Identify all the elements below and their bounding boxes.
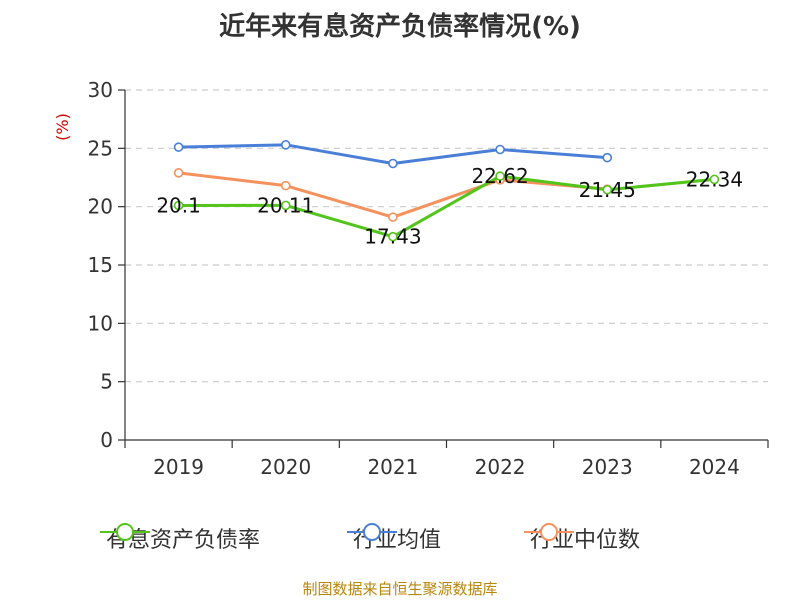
data-point [602,152,613,163]
legend-marker-blue [347,523,397,541]
legend-item-interest-debt-ratio[interactable]: 有息资产负债率 [100,520,260,556]
data-point [495,144,505,155]
data-label: 17.43 [364,225,421,249]
legend-marker-orange [524,523,574,541]
data-source-note: 制图数据来自恒生聚源数据库 [302,580,498,598]
y-tick-label: 5 [100,370,113,394]
data-point [173,168,184,178]
y-tick-label: 0 [100,428,113,452]
data-label: 22.62 [471,164,528,188]
x-tick-label: 2021 [367,455,418,479]
y-tick-label: 30 [88,78,113,102]
y-tick-label: 10 [88,311,113,335]
legend: 有息资产负债率 行业均值 行业中位数 [0,520,800,556]
x-tick-label: 2020 [260,455,311,479]
legend-marker-green [100,523,150,541]
legend-item-industry-mean[interactable]: 行业均值 [347,520,441,556]
data-point [388,212,398,222]
grid-lines [125,89,768,383]
data-point [280,200,291,211]
data-point [709,174,720,185]
series-lines [173,140,720,242]
y-tick-label: 25 [88,136,113,160]
series-line [178,171,608,219]
data-point [173,142,184,152]
axes [118,89,769,448]
data-point [602,184,613,195]
data-point [280,180,291,191]
x-tick-label: 2023 [582,455,633,479]
y-tick-label: 15 [88,253,113,277]
data-labels: 20.1 20.11 17.43 22.62 21.45 22.34 [156,164,743,249]
data-point [388,158,398,169]
data-point [173,200,184,211]
x-tick-label: 2019 [153,455,204,479]
series-line [178,174,715,239]
x-tick-labels: 2019 2020 2021 2022 2023 2024 [153,455,740,479]
data-label: 20.1 [156,194,201,218]
legend-item-industry-median[interactable]: 行业中位数 [524,520,640,556]
chart-title: 近年来有息资产负债率情况(%) [219,12,581,42]
y-tick-label: 20 [88,195,113,219]
data-point [388,231,398,242]
data-label: 21.45 [579,178,636,202]
x-tick-label: 2024 [689,455,740,479]
x-tick-label: 2022 [475,455,526,479]
y-tick-labels: 0 5 10 15 20 25 30 [88,78,113,452]
data-point [280,140,291,150]
y-axis-unit: (%) [53,113,72,141]
data-label: 20.11 [257,193,314,217]
data-label: 22.34 [686,167,743,191]
data-point [495,171,505,181]
